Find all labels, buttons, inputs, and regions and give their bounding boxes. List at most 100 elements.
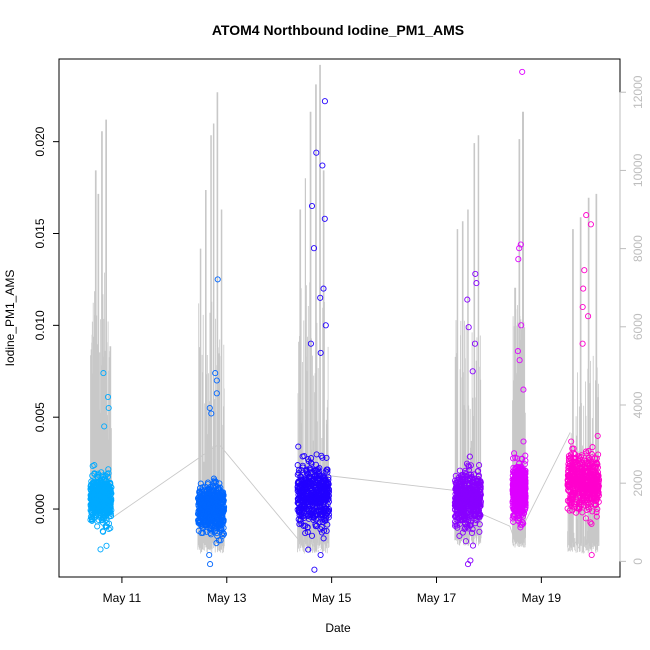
point xyxy=(470,502,477,509)
point xyxy=(295,470,302,477)
point xyxy=(452,472,459,479)
y2-tick-label: 2000 xyxy=(631,470,645,497)
point xyxy=(207,531,215,538)
y-axis-label: Iodine_PM1_AMS xyxy=(3,270,17,367)
point xyxy=(469,506,476,513)
point xyxy=(196,490,203,498)
point xyxy=(91,462,98,469)
outlier-point xyxy=(473,280,480,287)
point xyxy=(320,527,328,534)
outlier-point xyxy=(464,561,472,568)
point xyxy=(317,481,324,489)
x-axis: May 11 May 13 May 15 May 17 May 19 xyxy=(103,577,561,605)
point xyxy=(469,479,476,486)
point xyxy=(476,491,483,498)
point xyxy=(325,495,332,503)
y2-tick-label: 4000 xyxy=(631,391,645,418)
point xyxy=(296,509,303,516)
point xyxy=(312,510,319,518)
outlier-point xyxy=(321,215,328,222)
outlier-point xyxy=(317,349,324,356)
point xyxy=(323,479,330,486)
point xyxy=(461,488,468,495)
point xyxy=(104,470,111,478)
point xyxy=(475,472,482,479)
point xyxy=(466,471,473,478)
point xyxy=(323,454,330,461)
point xyxy=(89,516,96,523)
outlier-point xyxy=(465,324,472,331)
point xyxy=(219,490,226,497)
point xyxy=(466,453,473,460)
point xyxy=(103,516,110,523)
point xyxy=(465,482,472,489)
point xyxy=(217,525,224,532)
point xyxy=(462,538,469,545)
point xyxy=(294,480,301,487)
point xyxy=(209,483,217,490)
point xyxy=(108,484,115,491)
outlier-point xyxy=(307,340,314,347)
outlier-point xyxy=(464,296,471,303)
outlier-point xyxy=(207,561,214,568)
outlier-point xyxy=(100,370,107,377)
outlier-point xyxy=(319,162,326,169)
grey-connector-line xyxy=(111,432,571,543)
series-leg2 xyxy=(194,276,228,568)
point xyxy=(468,491,475,498)
grey-spikes-leg1 xyxy=(90,119,112,515)
point xyxy=(457,504,464,511)
point xyxy=(200,518,207,525)
y2-tick-label: 8000 xyxy=(631,235,645,262)
outlier-point xyxy=(469,368,476,375)
y-tick-label: 0.000 xyxy=(33,494,47,524)
point xyxy=(476,528,483,535)
point xyxy=(323,527,330,535)
point xyxy=(94,523,101,530)
point xyxy=(308,496,315,503)
point xyxy=(304,502,311,509)
x-tick-label: May 15 xyxy=(312,591,352,605)
point xyxy=(468,529,476,537)
point xyxy=(216,480,223,487)
point xyxy=(220,524,227,531)
point xyxy=(463,460,471,467)
point xyxy=(306,466,313,473)
point xyxy=(305,546,312,553)
point xyxy=(212,495,219,502)
y2-tick-label: 6000 xyxy=(631,313,645,340)
point xyxy=(197,480,204,487)
point xyxy=(306,479,313,486)
outlier-point xyxy=(101,423,108,430)
point xyxy=(313,522,320,529)
point xyxy=(198,502,205,510)
outlier-point xyxy=(103,542,110,549)
point xyxy=(322,483,329,490)
point xyxy=(467,462,474,469)
point xyxy=(297,473,304,480)
outlier-point xyxy=(206,551,213,559)
series-leg1 xyxy=(87,370,115,553)
point xyxy=(457,498,464,505)
y2-tick-label: 0 xyxy=(631,558,645,565)
point xyxy=(320,535,327,542)
point xyxy=(463,494,470,501)
outlier-point xyxy=(308,202,316,210)
point xyxy=(205,513,212,520)
outlier-point xyxy=(213,390,220,397)
point xyxy=(467,522,474,529)
point xyxy=(91,480,98,487)
point xyxy=(106,494,113,501)
point xyxy=(215,519,222,526)
outlier-point xyxy=(105,404,112,412)
point xyxy=(312,491,319,498)
point xyxy=(313,451,320,458)
point xyxy=(464,501,471,508)
point xyxy=(199,529,206,536)
x-tick-label: May 11 xyxy=(103,591,142,605)
point xyxy=(307,483,314,490)
point xyxy=(312,461,320,468)
point xyxy=(219,496,226,503)
y2-tick-label: 12000 xyxy=(631,75,645,109)
outlier-point xyxy=(519,68,526,75)
